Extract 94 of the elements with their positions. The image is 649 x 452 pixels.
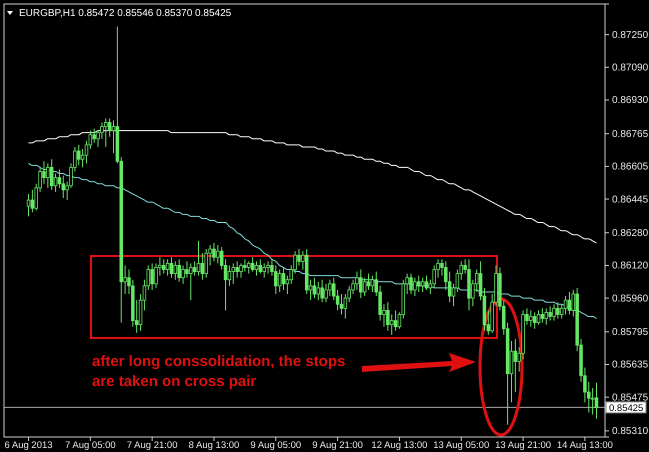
candlestick [174,260,178,280]
candlestick [355,271,359,290]
candlestick [177,258,181,282]
candlestick [297,248,301,266]
candlestick [340,294,344,315]
y-tick-label: 0.85475 [612,392,649,404]
candlestick [46,162,50,188]
candlestick [320,279,324,303]
candlestick [216,244,220,264]
candlestick [254,260,258,276]
candlestick [185,260,189,278]
candlestick [192,260,196,276]
ref-line-label: 0.85425 [609,402,644,414]
candlestick [413,277,417,297]
candlestick [246,260,250,274]
annotation: after long conssolidation, the stops are taken on cross pair [92,353,346,390]
y-tick-label: 0.87250 [612,30,649,41]
candlestick [420,277,424,292]
candlestick [536,310,540,326]
y-tick-label: 0.86605 [612,162,649,173]
y-tick-label: 0.85310 [612,426,649,438]
candlestick [564,296,568,315]
candlestick [532,312,536,330]
candlestick [556,302,560,320]
line-series [28,162,597,320]
candlestick [166,258,170,276]
candlestick [50,158,54,190]
candlestick [362,277,366,297]
x-tick-label: 13 Aug 05:00 [433,440,490,451]
candlestick [548,306,552,322]
candlestick [42,160,46,184]
candlestick [189,262,193,301]
candlestick [104,118,108,148]
candlestick [386,302,390,332]
x-tick-label: 7 Aug 21:00 [126,440,178,451]
candlestick [359,269,363,299]
candlestick [529,310,533,328]
candlestick [312,277,316,299]
y-tick-label: 0.86280 [612,228,649,239]
candlestick [204,248,208,278]
y-tick-label: 0.85960 [612,293,649,304]
candlestick [235,260,239,278]
candlestick [282,266,286,290]
candlestick [594,382,598,420]
candlestick [514,338,518,393]
y-tick-label: 0.86930 [612,95,649,106]
candlestick [250,256,254,272]
x-tick-label: 14 Aug 13:00 [556,440,613,451]
candlestick [424,275,428,290]
candlestick [26,193,30,217]
candlestick [212,242,216,262]
candlestick [150,262,154,290]
x-tick-label: 6 Aug 2013 [4,440,53,451]
candlestick [181,264,185,284]
candlestick [228,264,232,286]
y-tick-label: 0.86765 [612,128,649,140]
candlestick [92,128,96,144]
candlestick [324,283,328,303]
candlestick [366,273,370,290]
candlestick [390,314,394,336]
y-tick-label: 0.85795 [612,327,649,338]
y-tick-label: 0.86445 [612,194,649,206]
x-tick-label: 8 Aug 13:00 [188,440,240,451]
candlestick [552,304,556,322]
y-tick-label: 0.87090 [612,62,649,74]
candlestick [540,308,544,324]
candlestick [370,275,374,292]
y-tick-label: 0.86120 [612,260,649,272]
candlestick [76,144,80,166]
candlestick [394,310,398,332]
candlestick [417,275,421,292]
candlestick [30,189,34,213]
candlestick [170,256,174,278]
candlestick [568,291,572,315]
candlestick [258,258,262,274]
chart-title: EURGBP,H1 0.85472 0.85546 0.85370 0.85425 [19,8,232,19]
candlestick [544,308,548,326]
candlestick [58,168,62,188]
candlestick [162,258,166,274]
x-tick-label: 13 Aug 21:00 [495,440,552,451]
x-tick-label: 9 Aug 05:00 [250,440,302,451]
y-tick-label: 0.85635 [612,360,649,371]
x-tick-label: 7 Aug 05:00 [64,440,116,451]
candlestick [316,281,320,301]
candlestick [232,262,236,284]
candlestick [262,262,266,278]
candlestick [278,269,282,292]
x-tick-label: 9 Aug 21:00 [312,440,363,451]
x-tick-label: 12 Aug 13:00 [371,440,428,451]
candlestick [409,273,413,295]
candlestick [243,258,247,272]
candlestick [266,260,270,274]
candlestick [196,240,200,276]
candlestick [239,262,243,278]
